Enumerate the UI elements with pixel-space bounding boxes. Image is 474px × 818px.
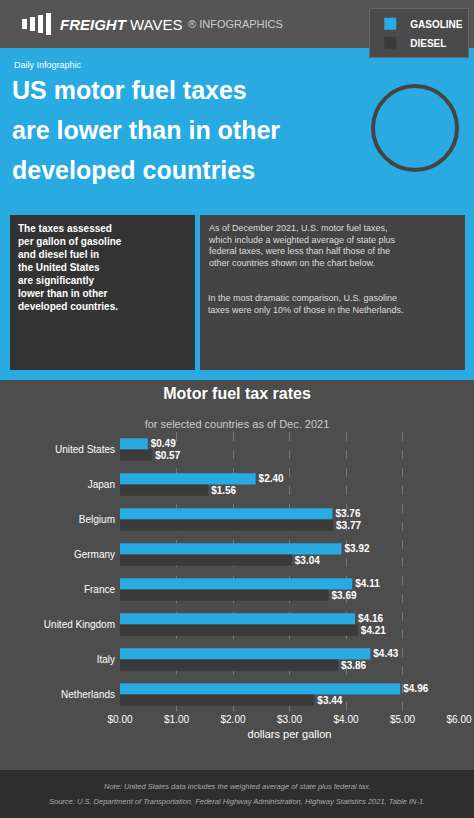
svg-text:DIESEL: DIESEL — [410, 38, 446, 49]
svg-text:Japan: Japan — [88, 479, 115, 490]
svg-text:$2.40: $2.40 — [259, 473, 284, 484]
svg-text:$4.43: $4.43 — [373, 648, 398, 659]
svg-text:France: France — [84, 584, 116, 595]
svg-text:Note: United States data inclu: Note: United States data includes the we… — [104, 782, 371, 791]
svg-text:United States: United States — [55, 444, 115, 455]
svg-text:$1.56: $1.56 — [211, 485, 236, 496]
svg-text:$3.69: $3.69 — [331, 590, 356, 601]
svg-text:$0.49: $0.49 — [151, 438, 176, 449]
svg-text:Motor fuel tax rates: Motor fuel tax rates — [163, 385, 311, 402]
svg-text:for selected countries as of D: for selected countries as of Dec. 2021 — [145, 418, 330, 430]
svg-text:$6.00: $6.00 — [446, 714, 471, 725]
svg-text:$4.16: $4.16 — [358, 613, 383, 624]
svg-text:$5.00: $5.00 — [390, 714, 415, 725]
svg-text:$3.04: $3.04 — [295, 555, 320, 566]
svg-text:As of December 2021, U.S. moto: As of December 2021, U.S. motor fuel tax… — [208, 223, 396, 268]
svg-text:United Kingdom: United Kingdom — [44, 619, 115, 630]
svg-text:Source: U.S. Department of Tra: Source: U.S. Department of Transportatio… — [49, 797, 425, 806]
svg-text:Italy: Italy — [97, 654, 115, 665]
svg-text:$4.11: $4.11 — [355, 578, 380, 589]
svg-text:US motor fuel taxes: US motor fuel taxes — [12, 76, 247, 104]
svg-text:$3.44: $3.44 — [317, 695, 342, 706]
svg-text:GASOLINE: GASOLINE — [410, 19, 463, 30]
svg-text:The taxes assessedper gallon o: The taxes assessedper gallon of gasoline… — [18, 223, 122, 312]
svg-text:$3.86: $3.86 — [341, 660, 366, 671]
svg-text:$1.00: $1.00 — [164, 714, 189, 725]
svg-text:FREIGHT: FREIGHT — [60, 16, 128, 33]
svg-text:Germany: Germany — [74, 549, 115, 560]
svg-text:® INFOGRAPHICS: ® INFOGRAPHICS — [188, 18, 283, 30]
svg-text:$4.00: $4.00 — [333, 714, 358, 725]
svg-text:dollars per gallon: dollars per gallon — [248, 728, 332, 740]
svg-text:Daily Infographic: Daily Infographic — [14, 60, 82, 70]
svg-text:$3.00: $3.00 — [277, 714, 302, 725]
svg-text:In the most dramatic compariso: In the most dramatic comparison, U.S. ga… — [208, 293, 404, 315]
svg-text:developed countries: developed countries — [12, 156, 255, 184]
svg-text:$0.57: $0.57 — [155, 450, 180, 461]
svg-text:WAVES: WAVES — [130, 16, 183, 33]
svg-text:$0.00: $0.00 — [107, 714, 132, 725]
svg-text:$4.96: $4.96 — [403, 683, 428, 694]
svg-text:Netherlands: Netherlands — [61, 689, 115, 700]
svg-text:$2.00: $2.00 — [220, 714, 245, 725]
svg-text:$3.77: $3.77 — [336, 520, 361, 531]
svg-text:are lower than in other: are lower than in other — [12, 116, 280, 144]
svg-text:$3.92: $3.92 — [344, 543, 369, 554]
svg-text:$3.76: $3.76 — [335, 508, 360, 519]
svg-text:Belgium: Belgium — [79, 514, 115, 525]
svg-text:$4.21: $4.21 — [361, 625, 386, 636]
